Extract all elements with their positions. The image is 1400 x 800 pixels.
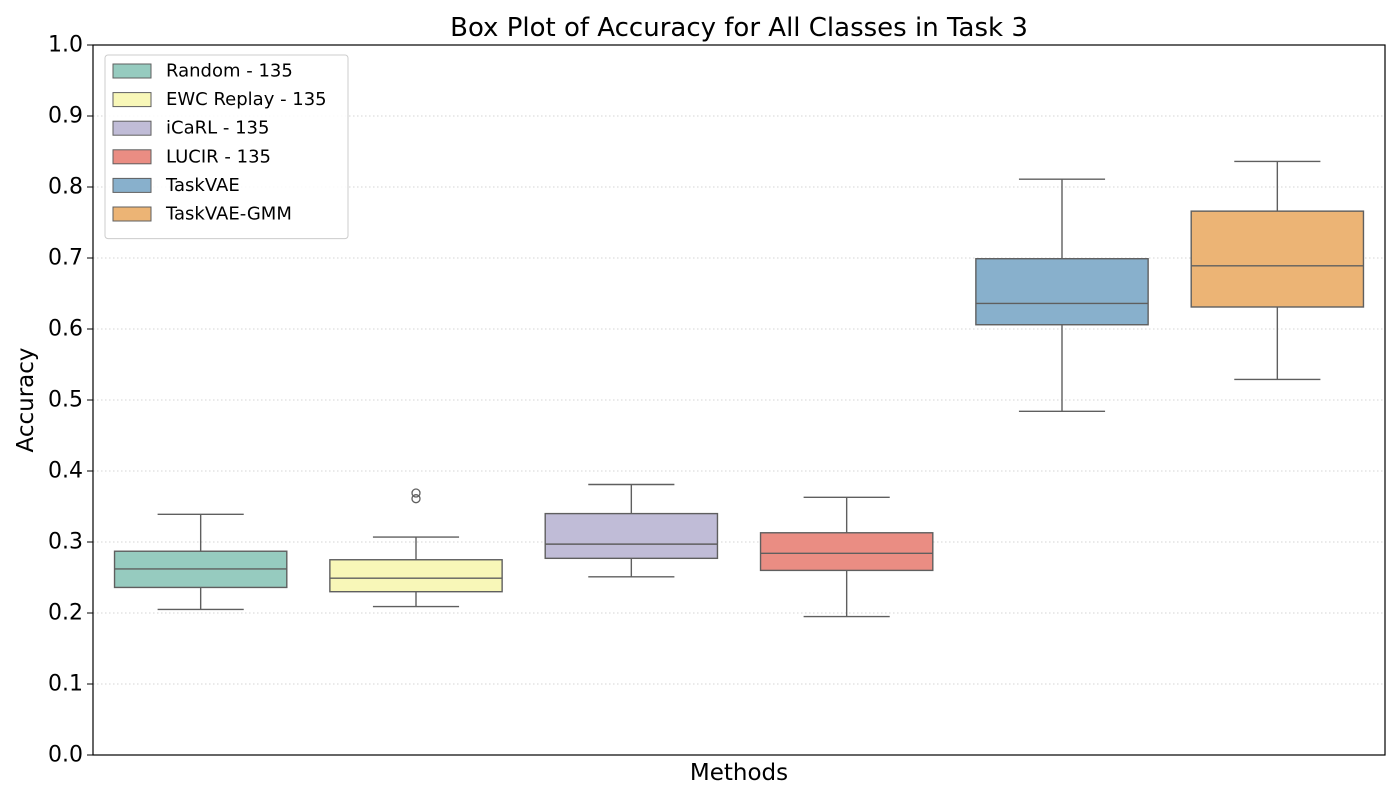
y-tick-label: 0.3 (48, 530, 83, 555)
outlier-point (411, 494, 421, 504)
chart-title: Box Plot of Accuracy for All Classes in … (450, 13, 1028, 43)
legend-label: Random - 135 (166, 61, 293, 82)
y-tick-label: 0.1 (48, 672, 83, 697)
legend-swatch (112, 92, 152, 108)
box-iqr (759, 532, 934, 572)
box-group (544, 483, 719, 578)
y-tick-label: 1.0 (48, 33, 83, 58)
box-iqr (975, 258, 1149, 326)
y-tick-label: 0.6 (48, 317, 83, 342)
grid-layer (93, 115, 1385, 685)
y-tick-label: 0.5 (48, 388, 83, 413)
y-tick-label: 0.8 (48, 175, 83, 200)
legend-label: EWC Replay - 135 (166, 89, 327, 110)
box-group (1190, 160, 1365, 381)
box-iqr (544, 512, 719, 560)
legend-label: iCaRL - 135 (166, 118, 269, 139)
legend-label: TaskVAE-GMM (165, 204, 292, 225)
legend-frame (104, 54, 349, 240)
legend-swatch (112, 206, 152, 222)
legend-swatch (112, 120, 152, 136)
legend-label: TaskVAE (165, 175, 240, 196)
legend-swatch (112, 149, 152, 165)
y-tick-label: 0.2 (48, 601, 83, 626)
y-tick-label: 0.9 (48, 104, 83, 129)
box-group (759, 496, 934, 618)
box-iqr (1190, 210, 1365, 308)
box-iqr (329, 559, 503, 593)
box-group (975, 178, 1149, 413)
y-tick-label: 0.7 (48, 246, 83, 271)
x-axis-label: Methods (690, 760, 788, 786)
box-group (113, 513, 288, 611)
legend-swatch (112, 63, 152, 79)
legend: Random - 135 EWC Replay - 135 iCaRL - 135 L… (104, 54, 349, 240)
legend-swatch (112, 177, 152, 193)
outlier-point (411, 488, 421, 498)
y-tick-label: 0.4 (48, 459, 83, 484)
y-axis-label: Accuracy (13, 347, 39, 452)
y-tick-label: 0.0 (48, 743, 83, 768)
legend-label: LUCIR - 135 (166, 146, 271, 167)
y-axis: 0.0 0.1 0.2 0.3 0.4 0.5 0.6 0.7 0.8 0.9 1.0 (48, 33, 93, 768)
boxes-layer (113, 160, 1365, 618)
box-group (329, 488, 503, 608)
